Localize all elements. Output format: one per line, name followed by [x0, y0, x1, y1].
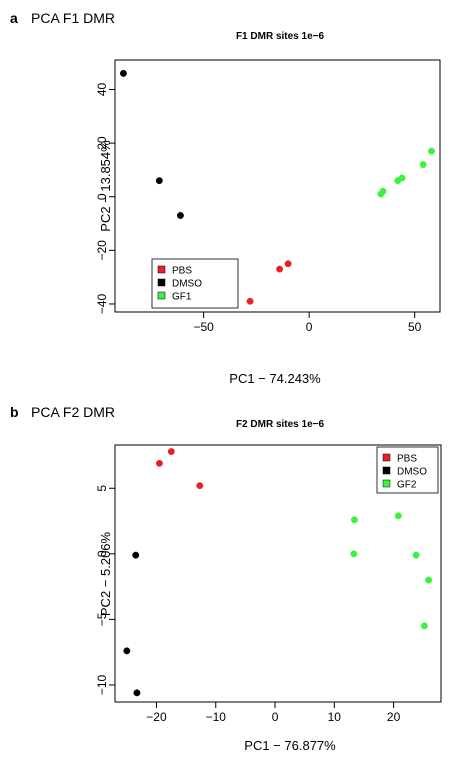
x-axis-label: PC1 − 76.877% [244, 738, 336, 753]
data-point-gf2 [425, 576, 433, 584]
plot-frame [114, 444, 442, 703]
y-tick-label: 5 [95, 485, 109, 492]
legend-label-pbs: PBS [172, 266, 192, 277]
data-point-pbs [276, 265, 284, 273]
data-point-dmso [123, 647, 131, 655]
x-tick-label: −10 [206, 710, 227, 724]
x-axis-label: PC1 − 74.243% [229, 371, 321, 386]
panel-letter-a: a [10, 10, 18, 26]
legend-swatch-dmso [382, 466, 391, 475]
data-point-gf1 [398, 174, 406, 182]
legend-label-dmso: DMSO [397, 467, 427, 478]
data-point-pbs [284, 260, 292, 268]
legend-swatch-pbs [157, 265, 166, 274]
data-point-dmso [176, 212, 184, 219]
legend-label-pbs: PBS [397, 454, 417, 465]
y-tick-label: 40 [95, 82, 109, 96]
data-point-pbs [167, 448, 175, 456]
y-tick-label: 0 [95, 193, 109, 200]
panel-heading-a: PCA F1 DMR [31, 10, 115, 26]
data-point-gf2 [420, 622, 428, 630]
data-point-dmso [155, 177, 163, 185]
legend-label-dmso: DMSO [172, 279, 202, 290]
y-tick-label: −40 [95, 293, 109, 314]
data-point-gf1 [419, 161, 427, 169]
data-point-gf2 [394, 512, 402, 520]
data-point-dmso [133, 689, 141, 697]
chart-f2-pca: F2 DMR sites 1e−6 PC1 − 76.877% PC2 − 5.… [95, 419, 442, 753]
legend-label-gf1: GF1 [172, 292, 192, 303]
data-point-dmso [119, 69, 127, 77]
data-point-gf2 [350, 550, 358, 558]
chart-title: F2 DMR sites 1e−6 [236, 419, 325, 430]
data-point-gf1 [428, 147, 436, 155]
plot-frame [114, 59, 441, 313]
x-tick-label: 10 [328, 710, 342, 724]
y-axis-label: PC2 − 5.206% [98, 531, 113, 616]
data-point-gf2 [412, 551, 420, 559]
data-point-pbs [196, 482, 204, 490]
panel-b: b PCA F2 DMR F2 DMR sites 1e−6 PC1 − 76.… [10, 404, 442, 753]
x-tick-label: 0 [272, 710, 279, 724]
x-tick-label: 50 [408, 320, 422, 334]
y-axis-label: PC2 − 13.854% [98, 140, 113, 232]
legend: PBS DMSO GF2 [376, 446, 439, 494]
x-tick-label: 0 [306, 320, 313, 334]
panel-heading-b: PCA F2 DMR [31, 404, 115, 420]
data-point-gf2 [351, 516, 358, 524]
y-tick-label: −10 [95, 674, 109, 695]
legend-swatch-gf1 [157, 291, 166, 300]
panel-letter-b: b [10, 404, 19, 420]
x-tick-label: −20 [146, 710, 167, 724]
y-tick-label: −20 [95, 240, 109, 261]
y-tick-label: 20 [95, 136, 109, 150]
chart-title: F1 DMR sites 1e−6 [236, 31, 325, 42]
data-point-gf1 [379, 187, 387, 195]
legend-swatch-gf2 [382, 479, 391, 488]
legend-swatch-dmso [157, 278, 166, 287]
legend-label-gf2: GF2 [397, 480, 417, 491]
data-point-dmso [132, 551, 140, 559]
y-tick-label: 0 [95, 550, 109, 557]
data-point-pbs [156, 459, 163, 467]
data-point-pbs [246, 297, 254, 305]
panel-a: a PCA F1 DMR F1 DMR sites 1e−6 PC1 − 74.… [10, 10, 441, 386]
legend-swatch-pbs [382, 453, 391, 462]
legend: PBS DMSO GF1 [151, 258, 239, 309]
x-tick-label: 20 [387, 710, 401, 724]
y-tick-label: −5 [95, 612, 109, 626]
legend-box [151, 258, 239, 309]
x-tick-label: −50 [193, 320, 214, 334]
chart-f1-pca: F1 DMR sites 1e−6 PC1 − 74.243% PC2 − 13… [95, 31, 441, 386]
